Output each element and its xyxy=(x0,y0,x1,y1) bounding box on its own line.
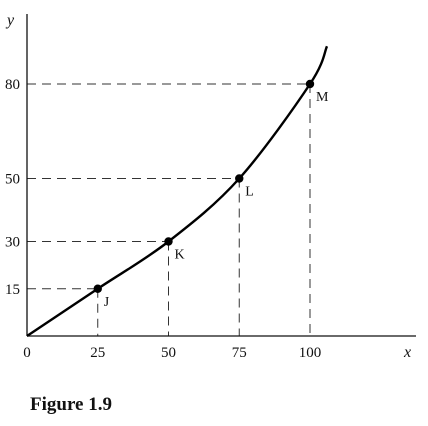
y-tick-label: 15 xyxy=(5,282,20,298)
point-l xyxy=(235,174,244,183)
y-tick-label: 30 xyxy=(5,235,20,251)
curve-line xyxy=(26,45,329,337)
x-tick-label: 100 xyxy=(299,345,322,361)
x-tick-label: 0 xyxy=(23,345,31,361)
guide-lines xyxy=(27,83,311,336)
x-axis-title: x xyxy=(403,344,411,361)
point-k xyxy=(164,237,173,246)
x-tick-label: 50 xyxy=(161,345,176,361)
y-tick-labels: 15 30 50 80 xyxy=(5,77,20,298)
y-tick-label: 80 xyxy=(5,77,20,93)
x-tick-label: 75 xyxy=(232,345,247,361)
point-label-k: K xyxy=(175,248,185,263)
point-m xyxy=(305,79,315,89)
point-j xyxy=(93,284,102,293)
y-axis-title: y xyxy=(5,12,15,29)
point-label-l: L xyxy=(245,185,254,200)
x-tick-labels: 0 25 50 75 100 xyxy=(23,345,321,361)
point-label-m: M xyxy=(316,90,329,105)
x-tick-label: 25 xyxy=(90,345,105,361)
chart: J K L M 0 25 50 75 100 15 30 50 80 x y xyxy=(5,12,416,361)
y-tick-label: 50 xyxy=(5,172,20,188)
figure-caption: Figure 1.9 xyxy=(30,394,112,415)
point-markers: J K L M xyxy=(93,79,329,310)
point-label-j: J xyxy=(104,295,110,310)
